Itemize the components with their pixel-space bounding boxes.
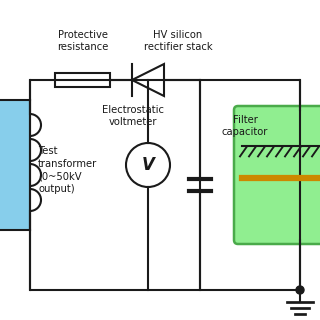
FancyBboxPatch shape: [234, 106, 320, 244]
Text: V: V: [141, 156, 155, 174]
Text: HV silicon
rectifier stack: HV silicon rectifier stack: [144, 30, 212, 52]
Text: Test
transformer
(0~50kV
output): Test transformer (0~50kV output): [38, 147, 97, 194]
Text: Filter
capacitor: Filter capacitor: [222, 115, 268, 137]
Polygon shape: [132, 64, 164, 96]
Circle shape: [126, 143, 170, 187]
Circle shape: [296, 286, 304, 294]
Text: Electrostatic
voltmeter: Electrostatic voltmeter: [102, 105, 164, 127]
Bar: [0, 100, 30, 230]
Bar: [55, 73, 110, 87]
Text: Protective
resistance: Protective resistance: [57, 30, 108, 52]
